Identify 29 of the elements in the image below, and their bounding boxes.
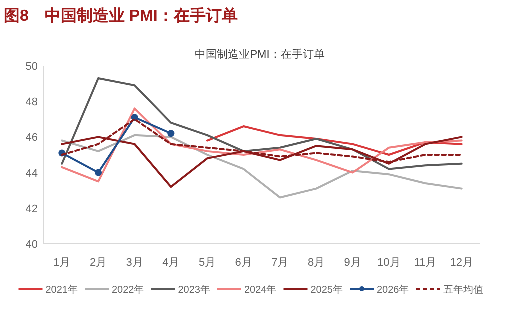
- y-tick-label: 40: [26, 239, 38, 251]
- legend-label: 2021年: [46, 284, 78, 296]
- x-tick-label: 11月: [414, 257, 437, 269]
- legend-label: 2022年: [112, 284, 144, 296]
- y-tick-label: 42: [26, 203, 38, 216]
- x-tick-label: 8月: [308, 257, 326, 269]
- x-tick-label: 9月: [344, 257, 362, 269]
- x-tick-label: 4月: [162, 257, 180, 269]
- x-tick-label: 6月: [235, 257, 252, 269]
- x-tick-label: 3月: [126, 257, 144, 269]
- y-tick-label: 44: [26, 168, 38, 180]
- y-tick-label: 46: [26, 132, 38, 144]
- chart-subtitle: 中国制造业PMI：在手订单: [195, 48, 325, 61]
- x-tick-label: 2月: [90, 257, 108, 269]
- y-tick-label: 48: [26, 96, 38, 109]
- point: [168, 130, 175, 138]
- point: [95, 169, 102, 176]
- chart-title: 图8 中国制造业 PMI：在手订单: [4, 7, 238, 25]
- x-tick-label: 1月: [54, 257, 71, 269]
- x-tick-label: 7月: [272, 257, 289, 269]
- legend-label: 2025年: [310, 284, 343, 296]
- x-tick-label: 12月: [450, 257, 474, 269]
- legend-label: 2026年: [377, 284, 410, 296]
- x-tick-label: 5月: [198, 257, 216, 269]
- legend-label: 五年均值: [443, 284, 484, 296]
- legend-label: 2023年: [178, 284, 210, 296]
- y-tick-label: 50: [26, 61, 38, 73]
- legend-label: 2024年: [244, 284, 277, 296]
- x-tick-label: 10月: [378, 257, 401, 269]
